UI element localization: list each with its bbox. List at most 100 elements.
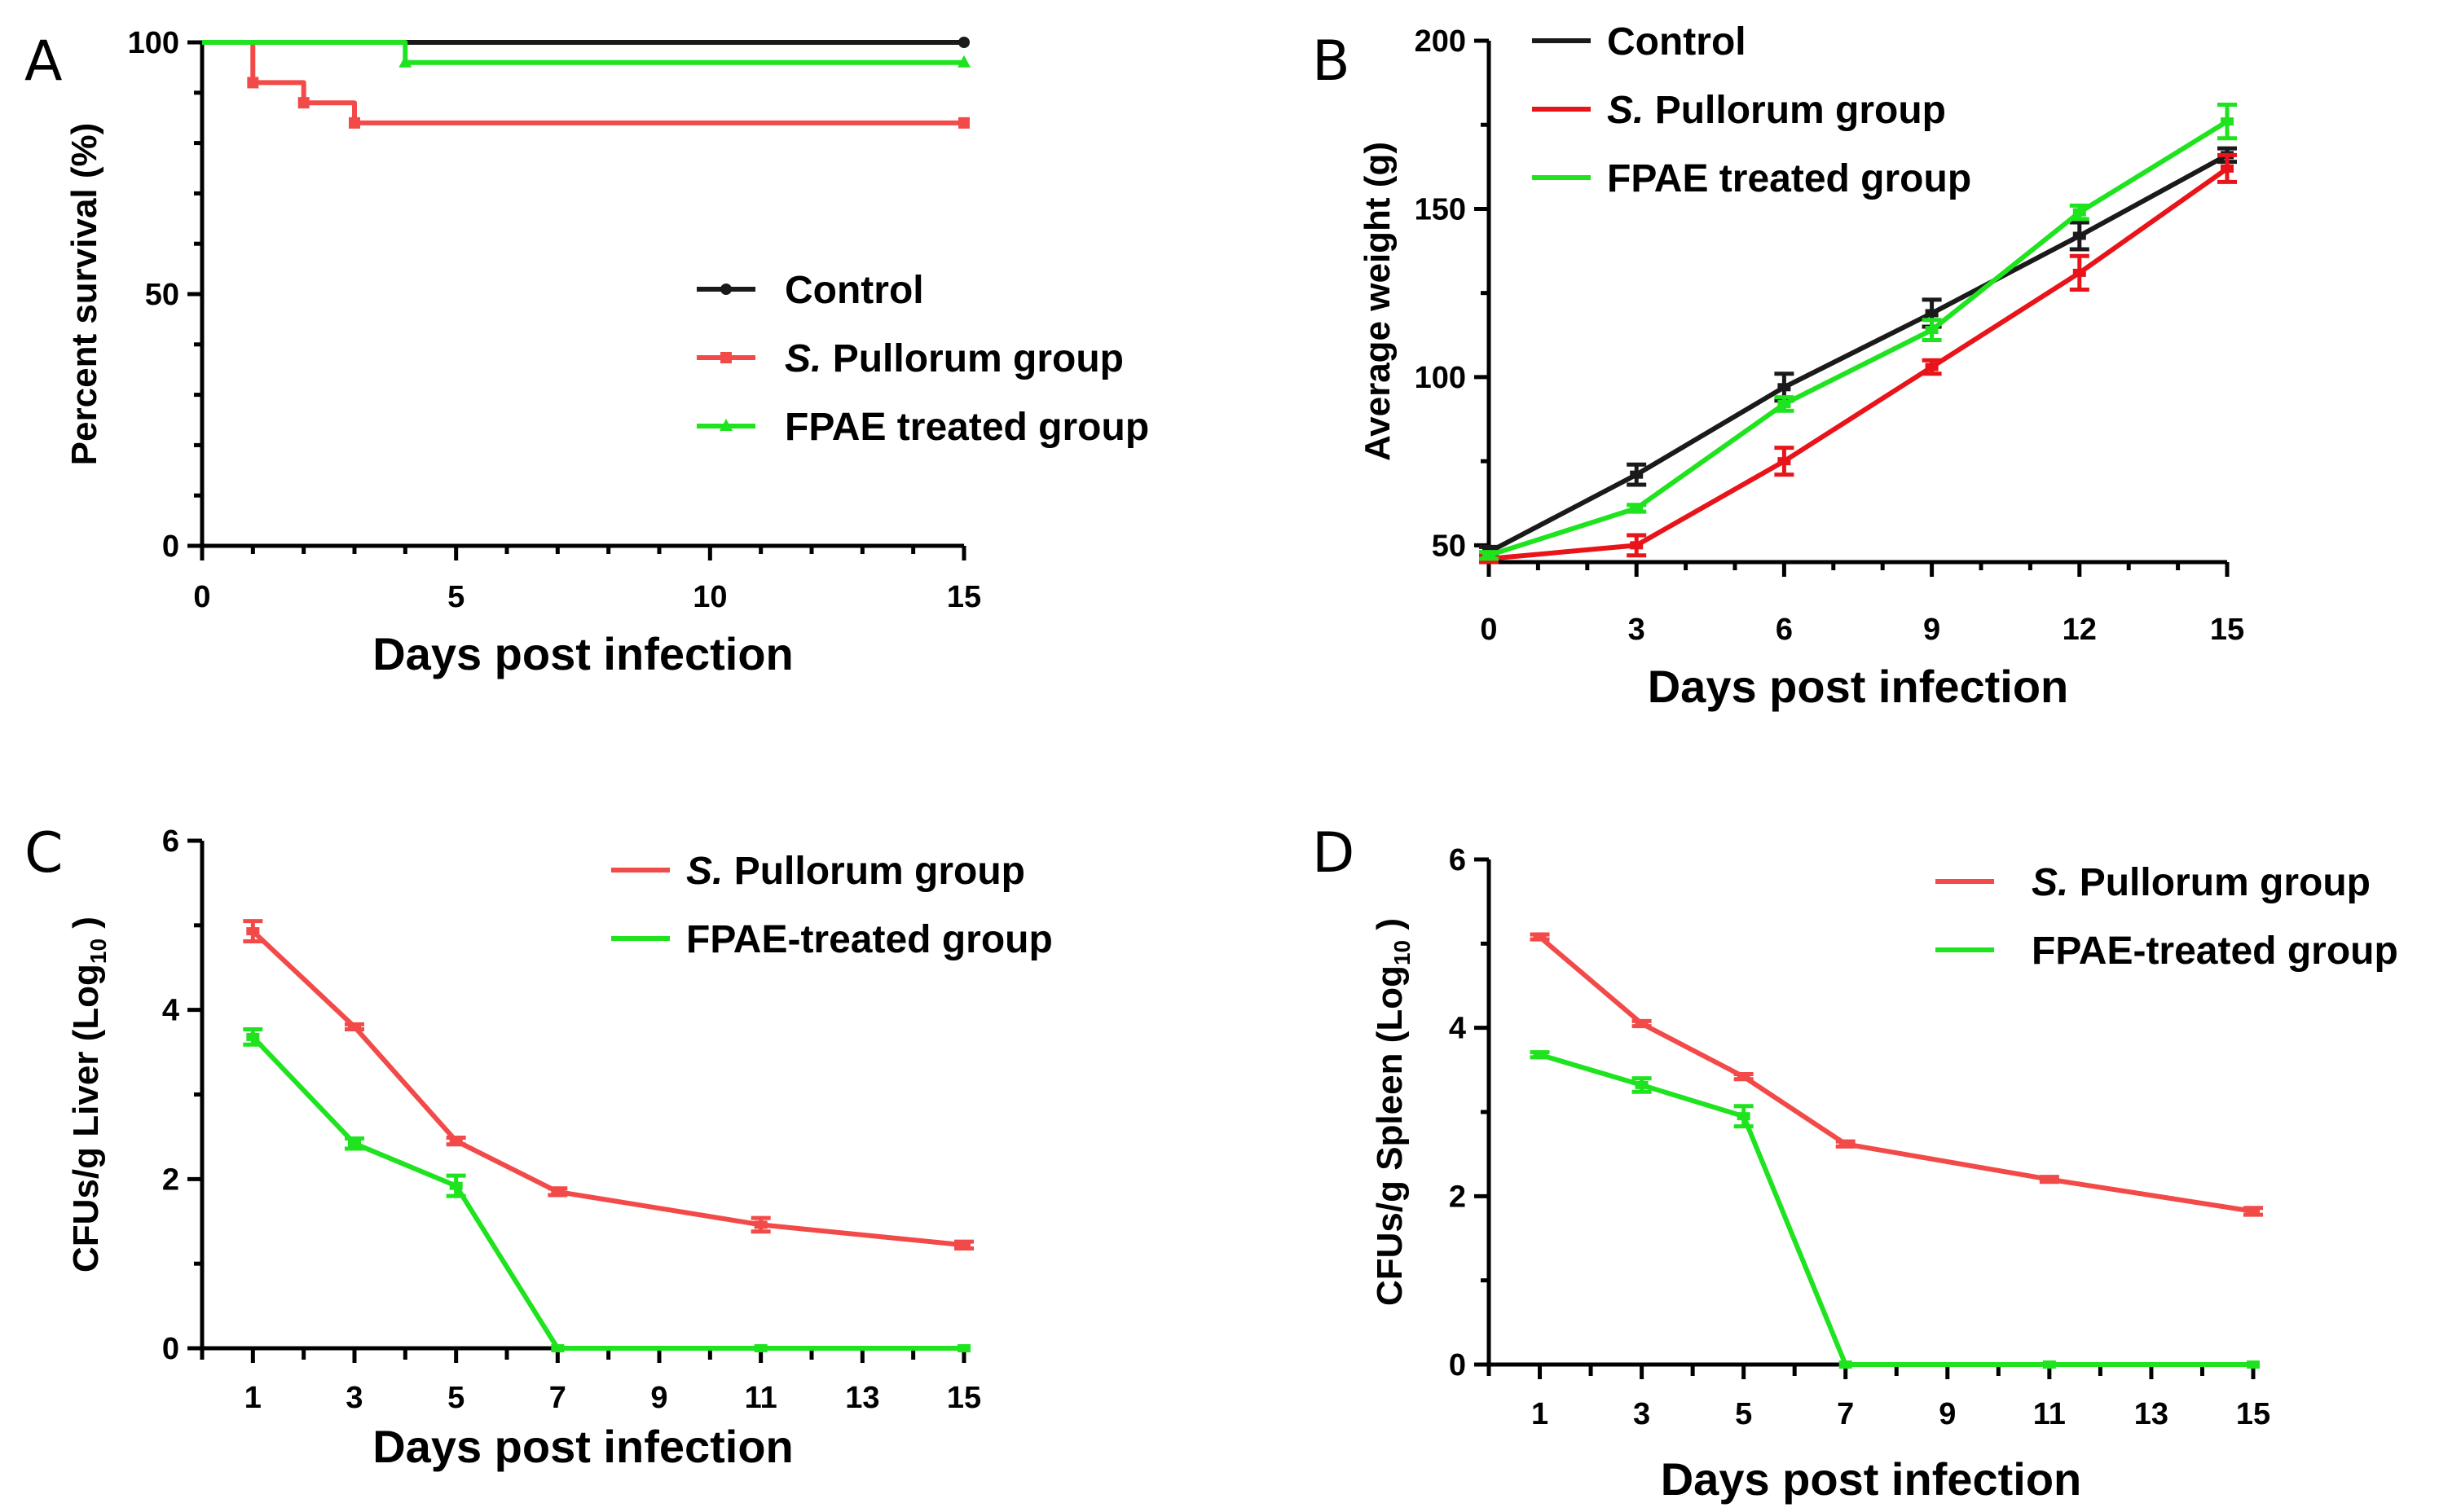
x-tick-label: 9: [650, 1381, 667, 1415]
y-tick-label: 50: [145, 278, 179, 312]
legend-label-text: Control: [785, 269, 924, 312]
data-point: [1925, 326, 1939, 335]
data-point: [1635, 1019, 1649, 1028]
x-tick-label: 13: [2134, 1397, 2168, 1431]
legend-label-text: Pullorum group: [821, 337, 1124, 380]
x-tick-label: 12: [2063, 613, 2097, 647]
x-tick-label: 3: [1633, 1397, 1650, 1431]
series-line: [251, 1035, 964, 1351]
data-point: [2072, 208, 2086, 217]
y-axis-label-main: Percent survival (%): [64, 123, 104, 466]
y-tick-label: 4: [162, 994, 179, 1028]
data-point: [348, 1139, 361, 1148]
series-line: [1488, 166, 2229, 561]
y-axis-label-sub: 10: [1389, 940, 1415, 965]
data-point: [1630, 503, 1644, 512]
x-tick-label: 13: [845, 1381, 879, 1415]
legend-label: S. Pullorum group: [2032, 861, 2371, 904]
y-axis-label-main: CFUs/g Spleen (Log: [1370, 965, 1410, 1306]
y-tick-label: 0: [1449, 1348, 1466, 1382]
y-tick-label: 50: [1432, 529, 1466, 563]
data-point: [1838, 1360, 1852, 1369]
legend-label: S. Pullorum group: [1607, 89, 1946, 132]
y-tick-label: 100: [1415, 361, 1466, 395]
data-point: [2072, 231, 2086, 240]
data-point: [1777, 399, 1791, 408]
x-tick-label: 11: [2033, 1397, 2066, 1431]
data-point: [1838, 1140, 1852, 1149]
panel-a: A 0 5 10 15 0 50 100 Days post infection Percent …: [24, 26, 1149, 679]
y-tick-label: 0: [162, 1332, 179, 1366]
data-point: [247, 77, 259, 89]
data-point: [1635, 1080, 1649, 1089]
legend-label-italic: S.: [785, 337, 821, 380]
legend: S. Pullorum group FPAE-treated group: [611, 850, 1053, 961]
panel-letter: D: [1312, 821, 1354, 886]
x-axis-label: Days post infection: [1661, 1453, 2082, 1505]
data-point: [2221, 164, 2234, 173]
x-tick-label: 7: [1837, 1397, 1854, 1431]
y-tick-label: 150: [1415, 192, 1466, 226]
legend-label: Control: [785, 269, 924, 312]
x-tick-label: 5: [447, 580, 464, 614]
x-tick-label: 15: [947, 1381, 981, 1415]
data-point: [1777, 457, 1791, 466]
data-point: [449, 1136, 463, 1145]
data-point: [1630, 470, 1644, 479]
series-line: [1539, 1052, 2253, 1367]
y-axis-label: CFUs/g Liver (Log10 ): [66, 916, 111, 1272]
data-point: [1630, 541, 1644, 550]
data-point: [398, 55, 412, 68]
legend-label: S. Pullorum group: [686, 850, 1025, 893]
panel-b: B 0 3 6 9 12 15 50 100 150 200 Days post infection A…: [1312, 20, 2244, 712]
data-point: [754, 1220, 768, 1229]
legend-label-italic: S.: [686, 850, 723, 893]
x-tick-label: 1: [1531, 1397, 1548, 1431]
series-line: [1488, 119, 2229, 558]
x-tick-label: 0: [1480, 613, 1497, 647]
x-tick-label: 3: [346, 1381, 363, 1415]
series-1: [202, 40, 970, 129]
legend-marker: [720, 284, 732, 295]
legend-label: FPAE-treated group: [686, 918, 1053, 961]
data-point: [1737, 1112, 1750, 1121]
x-tick-label: 11: [745, 1381, 777, 1415]
series-0: [1479, 146, 2237, 560]
legend-label-text: FPAE treated group: [1607, 157, 1971, 200]
series-1: [1530, 1050, 2260, 1369]
y-axis-label-main: Average weight (g): [1358, 142, 1398, 461]
data-point: [1533, 1050, 1547, 1059]
x-tick-label: 15: [2210, 613, 2244, 647]
data-point: [958, 1241, 971, 1250]
legend-marker: [720, 352, 732, 363]
legend-label-text: FPAE-treated group: [2032, 930, 2398, 973]
y-axis-label-main: CFUs/g Liver (Log: [66, 964, 106, 1272]
y-tick-label: 2: [162, 1163, 179, 1197]
x-tick-label: 15: [2236, 1397, 2270, 1431]
series-line: [251, 929, 965, 1248]
series-1: [243, 1027, 971, 1352]
series-0: [243, 919, 974, 1250]
x-tick-label: 5: [447, 1381, 464, 1415]
series-line: [1538, 934, 2254, 1214]
legend: Control S. Pullorum group FPAE treated gro…: [1532, 20, 1971, 200]
x-axis-label: Days post infection: [1648, 661, 2069, 712]
y-tick-label: 200: [1415, 24, 1466, 59]
x-tick-label: 1: [244, 1381, 262, 1415]
data-point: [2221, 117, 2234, 126]
data-point: [2247, 1360, 2260, 1369]
x-tick-label: 7: [549, 1381, 566, 1415]
data-point: [348, 1022, 361, 1031]
x-tick-label: 0: [193, 580, 210, 614]
data-point: [2072, 268, 2086, 277]
series-0: [1530, 932, 2263, 1217]
data-point: [958, 116, 970, 129]
series-line: [1487, 152, 2229, 555]
series-2: [202, 40, 971, 68]
panel-letter: B: [1312, 29, 1350, 94]
legend-label-text: Pullorum group: [1644, 89, 1946, 132]
data-point: [246, 1032, 260, 1041]
y-tick-label: 100: [128, 26, 179, 60]
x-axis-label: Days post infection: [372, 1421, 794, 1472]
